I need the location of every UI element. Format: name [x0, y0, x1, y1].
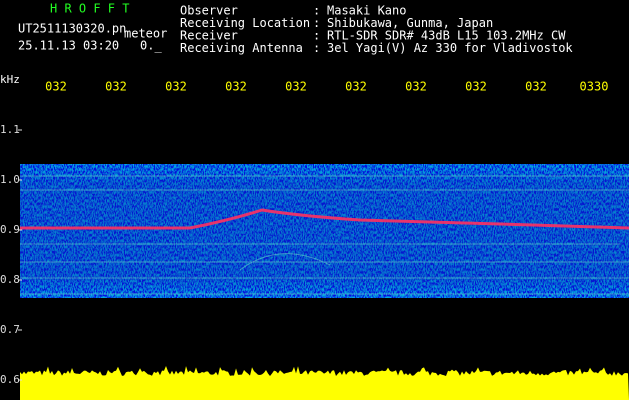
freq-label: 1.1	[0, 123, 20, 136]
info-value: Shibukawa, Gunma, Japan	[327, 16, 493, 30]
info-value: Masaki Kano	[327, 4, 406, 18]
info-label: Receiver	[180, 29, 238, 43]
unit-label: kHz	[0, 73, 20, 86]
info-value: RTL-SDR SDR# 43dB L15 103.2MHz CW	[327, 29, 566, 43]
info-label: Observer	[180, 4, 238, 18]
time-label: 032	[345, 80, 367, 94]
time-label: 032	[525, 80, 547, 94]
noise-floor	[20, 366, 629, 400]
spectrogram-shade	[20, 164, 629, 298]
program-name: H R O F F T	[50, 2, 129, 16]
datetime: 25.11.13 03:20	[18, 39, 119, 53]
time-label: 032	[105, 80, 127, 94]
mode: meteor	[124, 27, 167, 41]
freq-label: 0.9	[0, 223, 20, 236]
status: 0._	[140, 39, 162, 53]
signal-trace	[20, 208, 629, 230]
time-label: 032	[405, 80, 427, 94]
freq-label: 0.8	[0, 273, 20, 286]
info-separator: :	[313, 41, 320, 55]
time-label: 032	[285, 80, 307, 94]
time-label: 032	[225, 80, 247, 94]
freq-label: 0.6	[0, 373, 20, 386]
time-label: 032	[45, 80, 67, 94]
info-separator: :	[313, 29, 320, 43]
info-label: Receiving Location	[180, 16, 310, 30]
carrier-lines	[20, 175, 629, 295]
info-value: 3el Yagi(V) Az 330 for Vladivostok	[327, 41, 573, 55]
time-label: 0330	[580, 80, 609, 94]
info-label: Receiving Antenna	[180, 41, 303, 55]
freq-label: 0.7	[0, 323, 20, 336]
time-label: 032	[165, 80, 187, 94]
time-label: 032	[465, 80, 487, 94]
info-separator: :	[313, 4, 320, 18]
info-separator: :	[313, 16, 320, 30]
filename: UT2511130320.pn	[18, 22, 126, 36]
freq-label: 1.0	[0, 173, 20, 186]
